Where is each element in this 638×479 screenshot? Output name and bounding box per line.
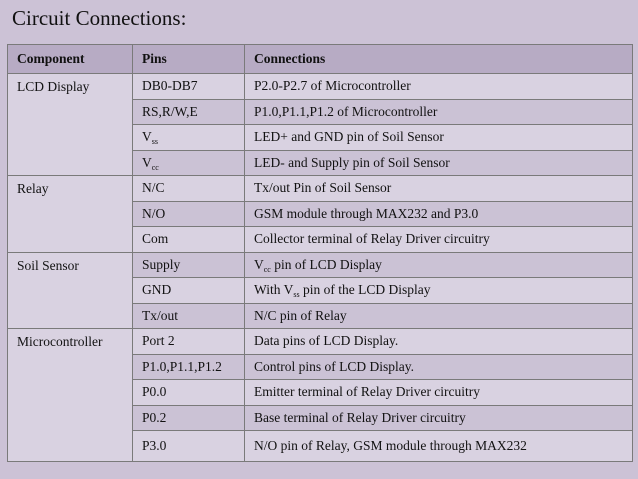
pin-cell: GND <box>132 277 245 304</box>
page-title: Circuit Connections: <box>12 6 187 30</box>
pin-cell: Vcc <box>132 149 245 176</box>
component-cell: Microcontroller <box>7 328 133 462</box>
pin-subscript: cc <box>151 162 159 172</box>
connection-subscript: cc <box>263 264 271 274</box>
table-row: Relay N/C Tx/out Pin of Soil Sensor <box>7 175 633 253</box>
table-row: P0.2 Base terminal of Relay Driver circu… <box>7 404 633 431</box>
connection-pre: V <box>254 256 264 272</box>
pin-cell: P1.0,P1.1,P1.2 <box>132 353 245 380</box>
connection-subscript: ss <box>293 290 300 300</box>
pin-cell: Supply <box>132 251 245 278</box>
connection-cell: LED- and Supply pin of Soil Sensor <box>244 149 633 176</box>
component-cell: Relay <box>7 175 133 253</box>
pin-cell: RS,R/W,E <box>132 98 245 125</box>
table-row: RS,R/W,E P1.0,P1.1,P1.2 of Microcontroll… <box>7 98 633 125</box>
connection-cell: N/O pin of Relay, GSM module through MAX… <box>244 430 633 462</box>
connection-cell: With Vss pin of the LCD Display <box>244 277 633 304</box>
connection-cell: Tx/out Pin of Soil Sensor <box>244 175 633 202</box>
pin-main: V <box>142 129 152 145</box>
connection-cell: Data pins of LCD Display. <box>244 328 633 355</box>
header-connections: Connections <box>244 44 633 74</box>
pin-subscript: ss <box>151 137 158 147</box>
connection-cell: N/C pin of Relay <box>244 302 633 329</box>
pin-cell: DB0-DB7 <box>132 73 245 100</box>
pin-cell: Tx/out <box>132 302 245 329</box>
connection-cell: Emitter terminal of Relay Driver circuit… <box>244 379 633 406</box>
connection-cell: Control pins of LCD Display. <box>244 353 633 380</box>
connection-pre: With V <box>254 282 294 298</box>
pin-cell: P0.2 <box>132 404 245 431</box>
pin-cell: P3.0 <box>132 430 245 462</box>
connection-cell: LED+ and GND pin of Soil Sensor <box>244 124 633 151</box>
component-cell: LCD Display <box>7 73 133 176</box>
connection-cell: GSM module through MAX232 and P3.0 <box>244 200 633 227</box>
connections-table: Component Pins Connections LCD Display D… <box>7 44 633 462</box>
connection-cell: Base terminal of Relay Driver circuitry <box>244 404 633 431</box>
connection-cell: Collector terminal of Relay Driver circu… <box>244 226 633 253</box>
connection-post: pin of LCD Display <box>270 256 382 272</box>
table-row: LCD Display DB0-DB7 P2.0-P2.7 of Microco… <box>7 73 633 176</box>
connection-cell: P2.0-P2.7 of Microcontroller <box>244 73 633 100</box>
connection-cell: P1.0,P1.1,P1.2 of Microcontroller <box>244 98 633 125</box>
pin-cell: N/O <box>132 200 245 227</box>
table-row: Soil Sensor Supply Vcc pin of LCD Displa… <box>7 251 633 329</box>
component-cell: Soil Sensor <box>7 251 133 329</box>
table-row: Microcontroller Port 2 Data pins of LCD … <box>7 328 633 462</box>
pin-main: V <box>142 154 152 170</box>
connection-post: pin of the LCD Display <box>299 282 431 298</box>
header-component: Component <box>7 44 133 74</box>
pin-cell: P0.0 <box>132 379 245 406</box>
connection-cell: Vcc pin of LCD Display <box>244 251 633 278</box>
pin-cell: Vss <box>132 124 245 151</box>
table-row: P0.0 Emitter terminal of Relay Driver ci… <box>7 379 633 406</box>
pin-cell: N/C <box>132 175 245 202</box>
table-header-row: Component Pins Connections <box>7 44 633 74</box>
header-pins: Pins <box>132 44 245 74</box>
pin-cell: Com <box>132 226 245 253</box>
pin-cell: Port 2 <box>132 328 245 355</box>
table-row: Vss LED+ and GND pin of Soil Sensor <box>7 124 633 151</box>
